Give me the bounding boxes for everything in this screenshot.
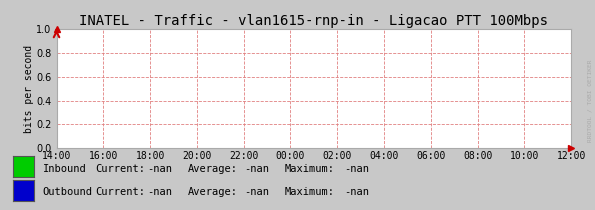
- Text: Average:: Average:: [187, 164, 237, 174]
- Text: Average:: Average:: [187, 187, 237, 197]
- Text: -nan: -nan: [148, 187, 173, 197]
- Text: -nan: -nan: [344, 164, 369, 174]
- Text: Current:: Current:: [95, 187, 145, 197]
- Y-axis label: bits per second: bits per second: [24, 45, 33, 133]
- Text: -nan: -nan: [344, 187, 369, 197]
- Title: INATEL - Traffic - vlan1615-rnp-in - Ligacao PTT 100Mbps: INATEL - Traffic - vlan1615-rnp-in - Lig…: [79, 14, 549, 28]
- Text: Current:: Current:: [95, 164, 145, 174]
- Text: Inbound: Inbound: [43, 164, 87, 174]
- Text: Maximum:: Maximum:: [284, 187, 334, 197]
- Text: RRDTOOL / TOBI OETIKER: RRDTOOL / TOBI OETIKER: [587, 60, 592, 142]
- Text: Outbound: Outbound: [43, 187, 93, 197]
- Text: -nan: -nan: [148, 164, 173, 174]
- Text: -nan: -nan: [244, 164, 269, 174]
- Text: -nan: -nan: [244, 187, 269, 197]
- Text: Maximum:: Maximum:: [284, 164, 334, 174]
